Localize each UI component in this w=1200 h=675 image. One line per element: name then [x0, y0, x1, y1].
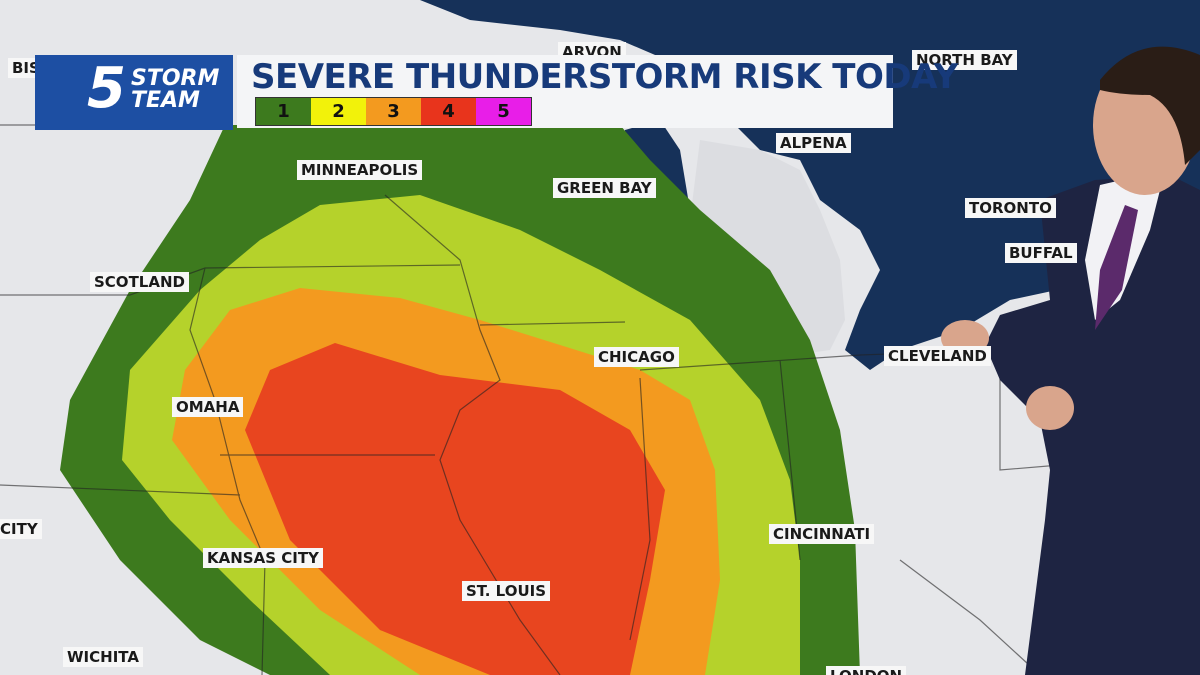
city-label: GREEN BAY: [553, 178, 656, 198]
city-label: ST. LOUIS: [462, 581, 551, 601]
presenter: [941, 46, 1200, 675]
legend-level: 4: [421, 98, 476, 125]
water: [420, 0, 1200, 370]
city-label: CITY: [0, 519, 42, 539]
title: SEVERE THUNDERSTORM RISK TODAY: [251, 57, 958, 97]
city-label: BUFFAL: [1005, 243, 1077, 263]
logo: 5 STORM TEAM: [35, 55, 233, 130]
city-label: TORONTO: [965, 198, 1056, 218]
city-label: WICHITA: [63, 647, 143, 667]
legend-level: 1: [256, 98, 311, 125]
city-label: OMAHA: [172, 397, 244, 417]
city-label: CLEVELAND: [884, 346, 991, 366]
logo-number: 5: [87, 56, 126, 121]
city-label: LONDON: [826, 666, 907, 675]
city-label: SCOTLAND: [90, 272, 189, 292]
risk-4: [245, 343, 665, 675]
city-label: NORTH BAY: [912, 50, 1017, 70]
logo-line: STORM: [131, 66, 220, 91]
city-label: ALPENA: [776, 133, 851, 153]
city-label: KANSAS CITY: [203, 548, 323, 568]
legend-level: 2: [311, 98, 366, 125]
legend-level: 5: [476, 98, 531, 125]
city-label: MINNEAPOLIS: [297, 160, 423, 180]
city-label: CHICAGO: [594, 347, 679, 367]
legend-level: 3: [366, 98, 421, 125]
logo-line: TEAM: [131, 88, 200, 113]
city-label: CINCINNATI: [769, 524, 875, 544]
